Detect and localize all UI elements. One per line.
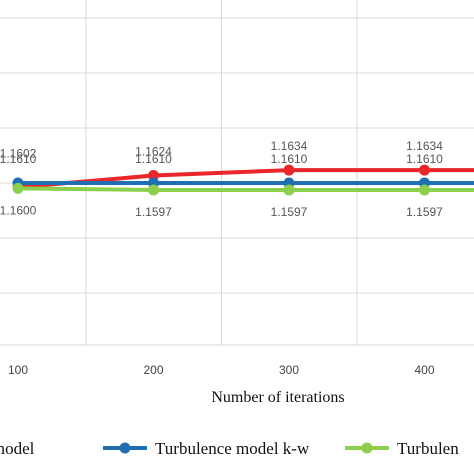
data-point — [419, 184, 430, 196]
data-label: 1.1624 — [135, 145, 172, 159]
data-label: 1.1634 — [406, 139, 443, 153]
data-point — [419, 164, 430, 176]
x-tick-label: 100 — [8, 363, 28, 377]
data-point — [12, 182, 24, 194]
legend-label: Turbulence model k-w — [155, 439, 310, 458]
legend-label: rity model — [0, 439, 35, 458]
data-label: 1.1602 — [0, 146, 37, 160]
legend-marker — [119, 442, 131, 454]
series-layer — [12, 164, 474, 196]
data-point — [148, 184, 159, 196]
data-label: 1.1600 — [0, 203, 37, 217]
x-tick-label: 300 — [279, 363, 299, 377]
x-tick-labels: 100 200 300 400 — [8, 363, 435, 377]
data-label: 1.1597 — [135, 205, 172, 219]
x-tick-label: 200 — [143, 363, 163, 377]
x-axis-title: Number of iterations — [211, 389, 344, 406]
data-point — [283, 184, 295, 196]
data-label: 1.1597 — [271, 205, 308, 219]
x-tick-label: 400 — [414, 363, 434, 377]
data-label: 1.1634 — [271, 139, 308, 153]
series-line — [17, 186, 474, 192]
legend-label: Turbulen — [397, 439, 459, 458]
data-label: 1.1610 — [406, 152, 443, 166]
data-label: 1.1610 — [135, 152, 172, 166]
data-label: 1.1597 — [406, 205, 443, 219]
data-point — [283, 164, 295, 176]
legend-marker — [361, 442, 373, 454]
legend: rity model Turbulence model k-w Turbulen — [0, 439, 459, 458]
data-label: 1.1610 — [0, 152, 37, 166]
data-label: 1.1610 — [271, 152, 308, 166]
